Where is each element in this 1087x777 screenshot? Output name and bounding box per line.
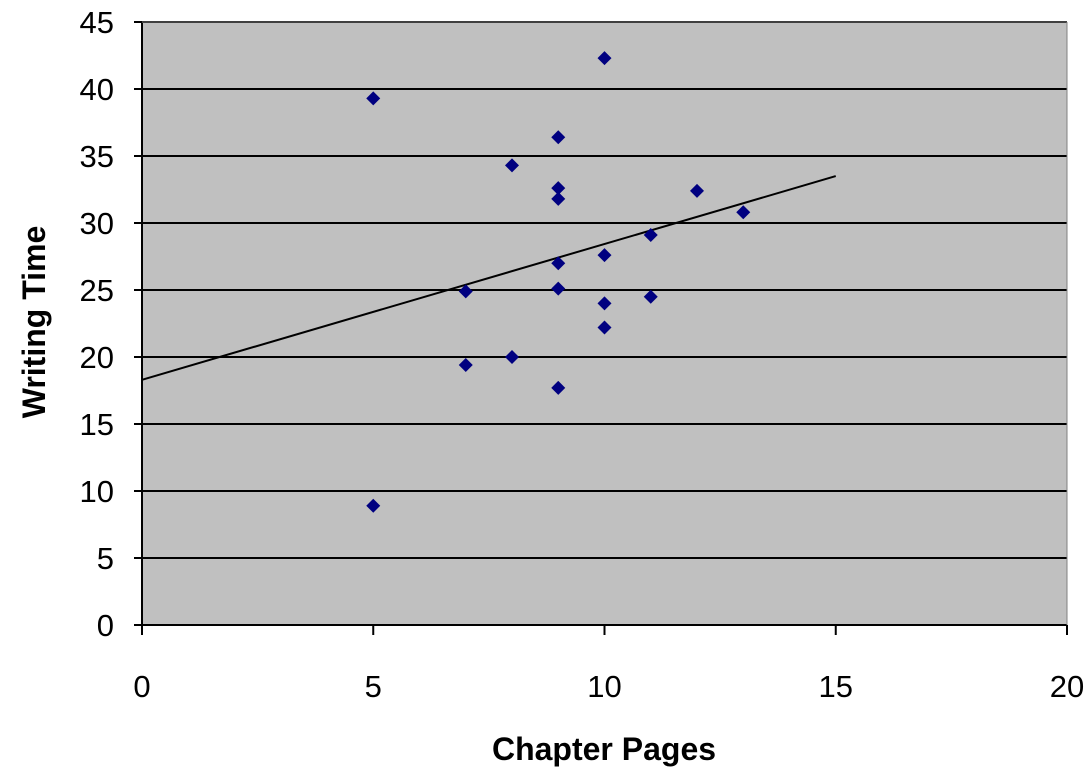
data-point-0 <box>366 91 381 106</box>
y-tick-label-40: 40 <box>80 72 114 107</box>
data-point-2 <box>458 284 473 299</box>
data-point-10 <box>551 281 566 296</box>
y-tick-label-45: 45 <box>80 5 114 40</box>
y-tick-label-10: 10 <box>80 474 114 509</box>
y-tick-label-30: 30 <box>80 206 114 241</box>
data-point-17 <box>643 289 658 304</box>
trendline <box>141 175 837 381</box>
y-axis-ticks: 0 5 10 15 20 25 30 35 40 45 <box>80 5 142 643</box>
data-point-7 <box>551 181 566 196</box>
y-tick-label-15: 15 <box>80 407 114 442</box>
x-axis-title: Chapter Pages <box>492 731 716 767</box>
x-axis-ticks: 0 5 10 15 20 <box>133 625 1084 704</box>
data-point-19 <box>736 205 751 220</box>
data-point-8 <box>551 191 566 206</box>
x-tick-label-5: 5 <box>365 669 382 704</box>
y-tick-label-0: 0 <box>97 608 114 643</box>
y-axis-title: Writing Time <box>16 226 52 419</box>
data-point-4 <box>505 158 519 173</box>
data-point-5 <box>505 350 519 364</box>
x-tick-label-10: 10 <box>587 669 621 704</box>
data-point-13 <box>597 248 612 263</box>
x-tick-label-15: 15 <box>819 669 853 704</box>
y-tick-label-20: 20 <box>80 340 114 375</box>
data-point-6 <box>551 130 566 145</box>
data-point-3 <box>458 358 473 373</box>
y-tick-label-25: 25 <box>80 273 114 308</box>
data-point-16 <box>643 228 658 243</box>
y-tick-label-5: 5 <box>97 541 114 576</box>
data-point-1 <box>366 498 381 513</box>
data-point-11 <box>551 380 566 395</box>
data-point-18 <box>690 183 704 198</box>
data-point-9 <box>551 256 566 271</box>
data-point-12 <box>597 51 612 66</box>
data-point-14 <box>597 296 612 311</box>
x-tick-label-0: 0 <box>133 669 150 704</box>
y-tick-label-35: 35 <box>80 139 114 174</box>
data-points <box>366 51 751 513</box>
x-tick-label-20: 20 <box>1050 669 1084 704</box>
data-point-15 <box>597 320 612 335</box>
